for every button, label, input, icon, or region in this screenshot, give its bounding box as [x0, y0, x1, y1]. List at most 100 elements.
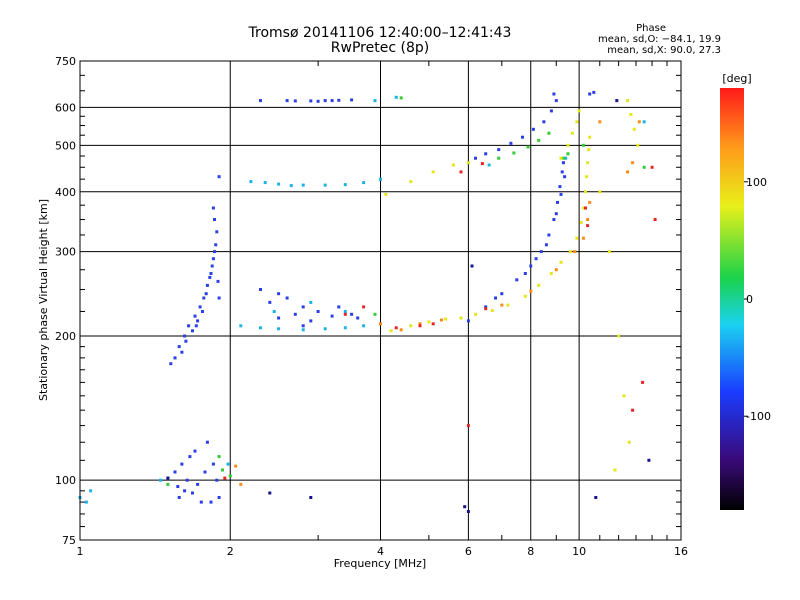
data-point: [617, 334, 621, 338]
data-point: [373, 312, 377, 316]
data-point: [289, 184, 293, 188]
data-point: [259, 326, 262, 330]
data-point: [560, 170, 564, 174]
data-point: [466, 161, 470, 165]
data-point: [544, 243, 548, 247]
data-point: [343, 310, 347, 313]
data-point: [399, 96, 403, 100]
data-point: [554, 268, 558, 272]
data-point: [204, 292, 208, 296]
data-point: [563, 175, 567, 179]
data-point: [626, 99, 629, 103]
data-point: [642, 165, 646, 169]
data-point: [431, 170, 435, 174]
data-point: [209, 272, 213, 275]
data-point: [484, 152, 488, 156]
data-point: [509, 141, 513, 145]
data-point: [343, 183, 347, 187]
data-point: [350, 98, 354, 102]
data-point: [216, 279, 220, 283]
data-point: [208, 275, 212, 279]
data-point: [285, 296, 289, 300]
data-point: [309, 319, 313, 323]
data-point: [427, 320, 431, 324]
data-point: [309, 300, 313, 304]
data-point: [394, 95, 398, 99]
y-tick-label: 400: [55, 186, 76, 199]
stats-o-mode: mean, sd,O: −84.1, 19.9: [598, 34, 721, 45]
data-point: [586, 224, 590, 228]
data-point: [389, 329, 393, 333]
data-point: [217, 175, 221, 179]
data-point: [484, 305, 488, 309]
data-point: [202, 296, 206, 300]
data-point: [234, 464, 238, 468]
data-point: [323, 327, 327, 331]
data-point: [343, 326, 347, 330]
stats-x-mode: mean, sd,X: 90.0, 27.3: [607, 45, 721, 56]
colorbar-gradient: [720, 88, 744, 510]
data-point: [613, 468, 617, 472]
data-point: [285, 99, 289, 103]
data-point: [500, 303, 504, 307]
data-point: [176, 485, 180, 488]
data-point: [205, 283, 209, 287]
data-point: [277, 316, 281, 320]
data-point: [211, 462, 215, 466]
data-point: [173, 470, 177, 474]
data-point: [409, 180, 413, 184]
y-tick-label: 200: [55, 330, 76, 343]
data-point: [571, 131, 574, 135]
data-point: [487, 163, 491, 167]
data-point: [210, 264, 214, 268]
data-point: [301, 324, 305, 328]
data-point: [259, 288, 262, 291]
data-point: [431, 322, 435, 326]
data-point: [626, 170, 629, 174]
data-point: [607, 250, 611, 254]
data-point: [211, 257, 215, 261]
data-point: [474, 312, 477, 316]
data-point: [463, 505, 467, 509]
y-tick-label: 100: [55, 474, 76, 487]
data-point: [647, 458, 651, 462]
data-point: [215, 230, 219, 234]
data-point: [566, 143, 570, 147]
data-point: [588, 135, 592, 139]
data-point: [531, 127, 535, 131]
data-point: [239, 324, 243, 328]
data-point: [215, 478, 219, 482]
data-point: [451, 163, 455, 167]
data-point: [642, 120, 646, 124]
data-point: [631, 408, 635, 412]
data-point: [316, 310, 320, 313]
data-point: [362, 181, 366, 185]
data-point: [534, 257, 538, 261]
data-point: [213, 250, 216, 254]
data-point: [573, 250, 577, 254]
x-axis-title: Frequency [MHz]: [334, 557, 426, 570]
data-point: [539, 250, 543, 254]
data-point: [579, 221, 583, 224]
data-point: [330, 99, 334, 103]
x-tick-label: 10: [572, 545, 586, 558]
data-point: [301, 305, 305, 309]
data-point: [228, 474, 232, 478]
data-point: [622, 394, 626, 398]
data-point: [277, 327, 281, 331]
data-point: [309, 99, 313, 103]
data-point: [249, 180, 253, 184]
data-point: [653, 218, 657, 221]
data-point: [277, 182, 281, 186]
data-point: [193, 314, 197, 318]
data-point: [474, 156, 477, 160]
chart-title: Tromsø 20141106 12:40:00–12:41:43: [248, 25, 512, 41]
data-point: [480, 162, 484, 166]
data-point: [263, 181, 267, 185]
data-point: [542, 120, 546, 124]
data-point: [581, 143, 585, 147]
data-point: [581, 236, 585, 240]
data-point: [440, 318, 443, 322]
data-point: [581, 206, 585, 210]
data-point: [561, 161, 565, 165]
